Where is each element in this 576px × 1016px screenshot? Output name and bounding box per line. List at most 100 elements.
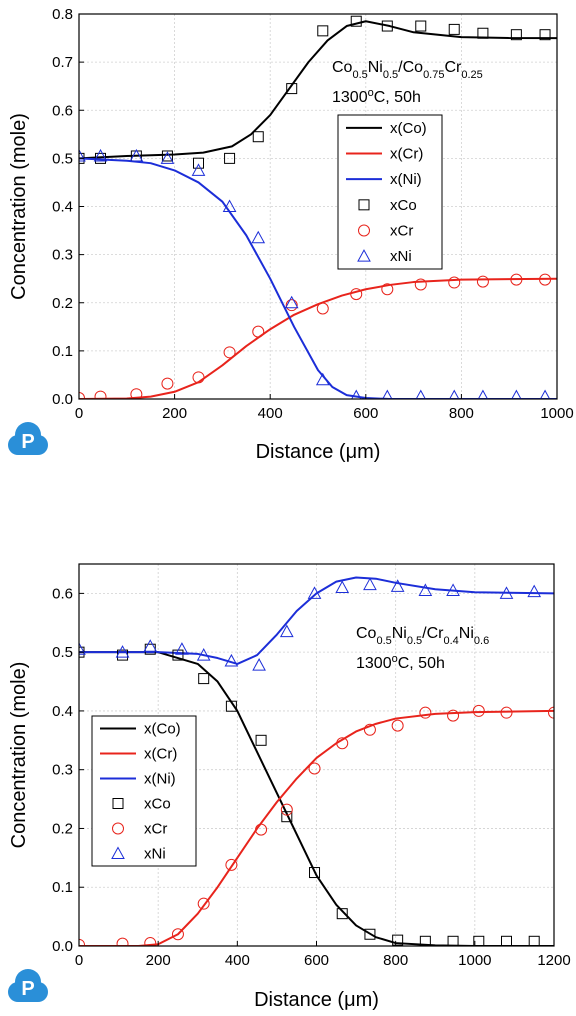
marker-xco (381, 20, 393, 32)
marker-xni (196, 648, 211, 661)
marker-xco (415, 20, 427, 32)
marker-xco (447, 935, 459, 946)
marker-xcr (391, 719, 404, 732)
plot-area (79, 576, 554, 946)
marker-xco (225, 700, 237, 712)
legend-label: xNi (390, 248, 412, 265)
marker-xco (252, 131, 264, 143)
marker-xni (449, 389, 460, 399)
legend-label: xCo (390, 197, 417, 214)
x-tick-label: 400 (225, 952, 250, 969)
marker-xcr (79, 392, 85, 399)
y-tick-label: 0.4 (52, 199, 73, 216)
marker-xni (382, 389, 393, 399)
marker-xni (335, 580, 350, 594)
marker-xcr (419, 706, 432, 719)
y-tick-label: 0.6 (52, 585, 73, 602)
marker-xcr (252, 325, 265, 338)
plot-frame (78, 13, 558, 400)
x-tick-label: 400 (258, 405, 283, 422)
marker-xco (161, 150, 173, 162)
y-tick-label: 0.3 (52, 247, 73, 264)
y-tick-label: 0.3 (52, 762, 73, 779)
y-tick-label: 0.2 (52, 295, 73, 312)
logo-icon: P (8, 969, 48, 1002)
x-tick-label: 1200 (537, 952, 570, 969)
x-tick-label: 0 (75, 405, 83, 422)
marker-xcr (280, 803, 293, 816)
legend-label: xCr (390, 223, 413, 240)
marker-xco (501, 935, 512, 946)
marker-xco (419, 935, 431, 946)
marker-xcr (255, 823, 268, 836)
y-tick-label: 0.7 (52, 54, 73, 71)
marker-xcr (548, 706, 554, 719)
legend-label: xCo (144, 796, 171, 813)
marker-xcr (381, 283, 394, 296)
marker-xcr (285, 299, 298, 312)
marker-xni (351, 389, 362, 399)
legend-swatch (357, 249, 371, 262)
marker-xco (528, 935, 540, 946)
marker-xni (191, 163, 206, 176)
marker-xcr (223, 346, 236, 359)
x-tick-label: 200 (146, 952, 171, 969)
legend: x(Co) x(Cr) x(Ni) xCo xCr xNi (337, 114, 443, 270)
marker-xcr (171, 928, 184, 941)
marker-xcr (539, 273, 552, 286)
marker-xcr (363, 723, 376, 736)
marker-xni (79, 642, 86, 655)
legend-label: x(Cr) (390, 146, 423, 163)
marker-xcr (414, 278, 427, 291)
marker-xcr (144, 937, 157, 946)
marker-xco (448, 23, 460, 35)
y-tick-label: 0.0 (52, 391, 73, 408)
marker-xcr (94, 390, 107, 399)
marker-xco (281, 811, 293, 823)
y-tick-label: 0.0 (52, 938, 73, 955)
marker-xcr (510, 273, 523, 286)
marker-xco (392, 934, 404, 946)
marker-xco (350, 15, 362, 27)
legend-swatch (358, 199, 370, 211)
annotation-composition: Co0.5Ni0.5/Cr0.4Ni0.6 (356, 625, 489, 647)
marker-xcr (336, 737, 349, 750)
y-tick-label: 0.1 (52, 879, 73, 896)
logo-letter: P (21, 431, 34, 453)
marker-xni (499, 586, 514, 599)
marker-xco (336, 908, 348, 920)
marker-xco (224, 152, 236, 164)
marker-xcr (197, 897, 210, 910)
legend: x(Co) x(Cr) x(Ni) xCo xCr xNi (91, 715, 197, 867)
marker-xni (279, 624, 294, 638)
annotation-conditions: 1300oC, 50h (356, 653, 445, 672)
marker-xco (477, 27, 489, 39)
legend-label: x(Ni) (390, 171, 422, 188)
chart-1: 0 200 400 600 800 1000 0.0 0.1 0.2 0.3 0.4 0.5 0.6 0.… (8, 6, 574, 463)
marker-xco (286, 83, 298, 95)
marker-xni (418, 583, 433, 596)
marker-xco (193, 157, 204, 169)
legend-swatch (111, 846, 125, 859)
marker-xcr (192, 371, 205, 384)
marker-xni (446, 583, 460, 596)
marker-xni (363, 577, 377, 591)
marker-xni (415, 389, 426, 399)
marker-xcr (472, 704, 485, 717)
legend-swatch (112, 822, 124, 835)
legend-label: x(Cr) (144, 746, 177, 763)
marker-xco (510, 29, 522, 41)
y-tick-label: 0.6 (52, 102, 73, 119)
x-tick-label: 600 (353, 405, 378, 422)
x-tick-label: 200 (162, 405, 187, 422)
legend-label: x(Ni) (144, 771, 176, 788)
marker-xni (115, 645, 130, 658)
y-axis-label: Concentration (mole) (8, 113, 30, 300)
y-axis-label: Concentration (mole) (8, 662, 30, 849)
marker-xco (198, 673, 210, 685)
annotation-composition: Co0.5Ni0.5/Co0.75Cr0.25 (332, 59, 483, 81)
marker-xni (477, 389, 489, 399)
marker-xcr (476, 275, 489, 288)
marker-xcr (130, 388, 143, 399)
